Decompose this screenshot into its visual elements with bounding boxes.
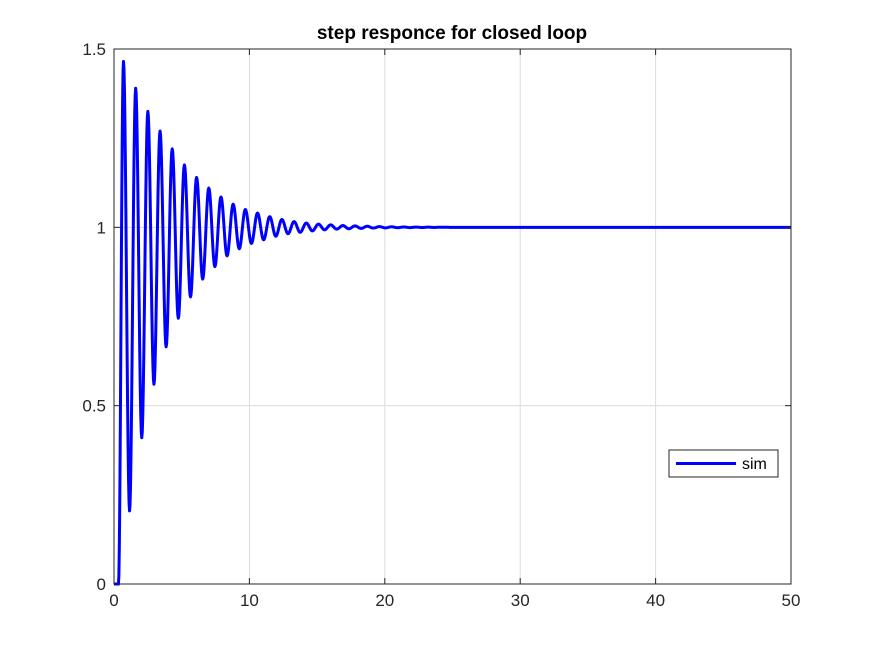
legend-label-sim: sim <box>742 456 767 473</box>
x-tick-labels: 0 10 20 30 40 50 <box>109 591 800 610</box>
y-tick-label: 0.5 <box>82 397 106 416</box>
x-tick-label: 50 <box>782 591 801 610</box>
series-layer <box>112 59 791 586</box>
y-tick-labels: 0 0.5 1 1.5 <box>82 40 106 594</box>
x-tick-label: 30 <box>511 591 530 610</box>
x-tick-label: 0 <box>109 591 118 610</box>
y-tick-label: 0 <box>97 575 106 594</box>
plot-area <box>114 49 791 584</box>
y-tick-label: 1.5 <box>82 40 106 59</box>
chart-title: step responce for closed loop <box>317 23 587 44</box>
legend: sim <box>668 449 779 478</box>
x-tick-label: 10 <box>240 591 259 610</box>
ticks <box>113 48 792 585</box>
x-tick-label: 20 <box>375 591 394 610</box>
x-tick-label: 40 <box>646 591 665 610</box>
y-tick-label: 1 <box>97 218 106 237</box>
series-line-sim <box>112 59 791 586</box>
axes-box <box>113 48 792 585</box>
